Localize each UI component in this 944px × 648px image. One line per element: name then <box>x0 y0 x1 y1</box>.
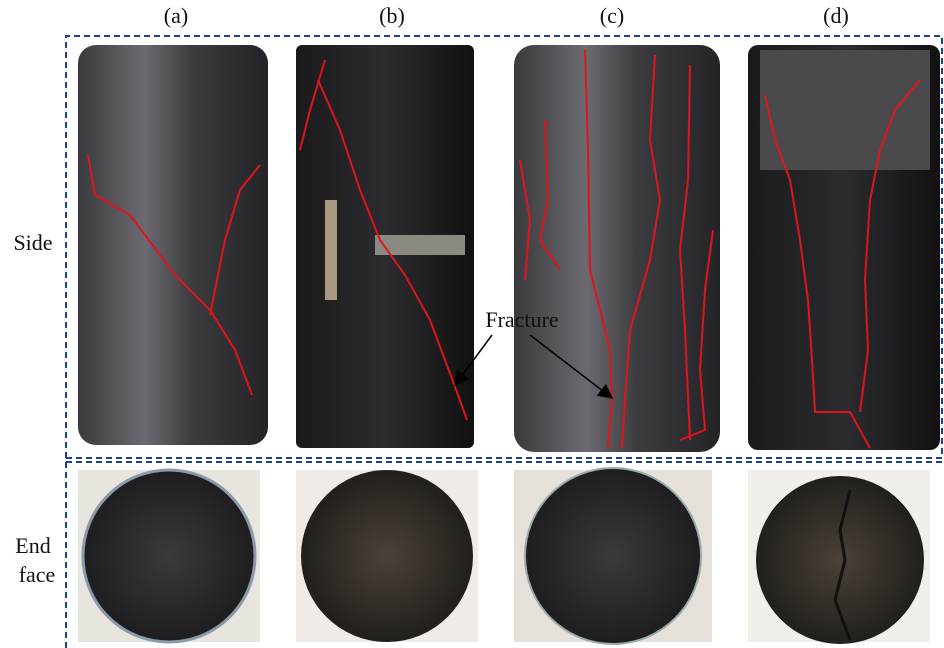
end-face-d <box>748 470 930 644</box>
row-label: End <box>15 533 50 558</box>
specimen-d <box>748 45 940 450</box>
end-face-c <box>514 468 712 644</box>
row-label: Side <box>13 230 52 255</box>
specimen-c <box>514 45 720 452</box>
specimen-b <box>296 45 474 448</box>
annotation: Fracture <box>485 307 558 332</box>
end-face-a <box>78 470 260 642</box>
specimen-a <box>78 45 268 445</box>
column-label: (a) <box>164 3 188 28</box>
row-label: face <box>19 562 56 587</box>
column-label: (d) <box>823 3 849 28</box>
figure: (a) (b) (c) (d) Side End face Fracture <box>0 0 944 648</box>
end-face-b <box>296 470 478 642</box>
column-label: (b) <box>379 3 405 28</box>
column-label: (c) <box>600 3 624 28</box>
